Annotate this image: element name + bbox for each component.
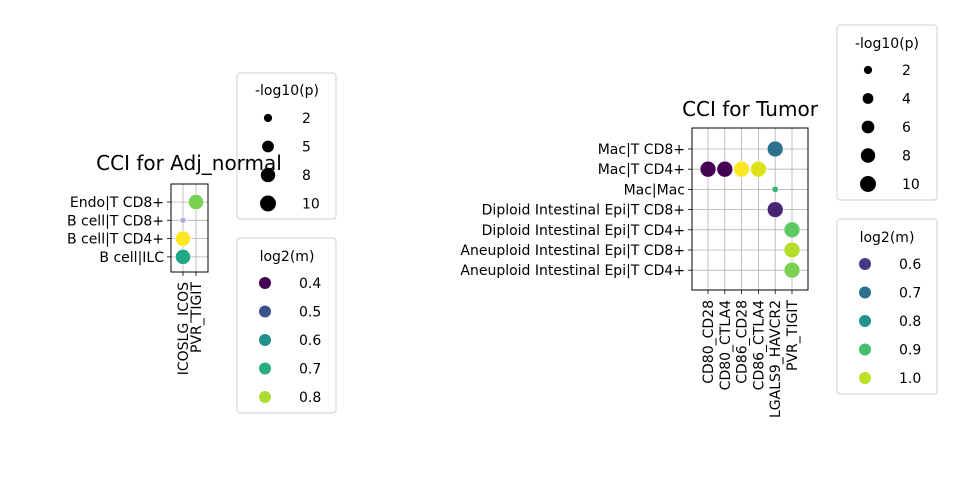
tumor-point-lgals9-havcr2-mac-t-cd8 [766, 140, 784, 158]
tumor-ytick-label-diploid-intestinal-epi-t-cd8: Diploid Intestinal Epi|T CD8+ [482, 203, 685, 219]
tumor-color-legend-label-0-7: 0.7 [899, 286, 921, 302]
adj-normal-ytick-label-endo-t-cd8: Endo|T CD8+ [70, 195, 164, 211]
adj-normal-point-icoslg-icos-b-cell-t-cd4 [175, 230, 191, 247]
tumor-ytick-label-diploid-intestinal-epi-t-cd4: Diploid Intestinal Epi|T CD4+ [482, 223, 685, 239]
adj-normal-xtick-label-pvr-tigit: PVR_TIGIT [189, 282, 205, 353]
adj-normal-title: CCI for Adj_normal [96, 151, 282, 175]
tumor-ytick-label-mac-t-cd8: Mac|T CD8+ [598, 142, 685, 158]
tumor-xtick-label-cd86-cd28: CD86_CD28 [735, 300, 751, 384]
tumor-point-cd80-cd28-mac-t-cd4 [699, 160, 717, 178]
tumor-size-legend-title: -log10(p) [855, 36, 919, 52]
adj-normal-size-legend-marker-8 [260, 167, 276, 183]
tumor-xtick-label-lgals9-havcr2: LGALS9_HAVCR2 [768, 300, 784, 418]
tumor-color-legend-marker-0-6 [859, 258, 871, 270]
adj-normal-color-legend-marker-0-5 [259, 305, 271, 318]
adj-normal-size-legend-label-10: 10 [302, 197, 320, 213]
adj-normal-color-legend-title: log2(m) [260, 249, 315, 265]
tumor-xtick-label-cd86-ctla4: CD86_CTLA4 [751, 300, 767, 390]
tumor-size-legend-label-2: 2 [902, 63, 911, 79]
adj-normal-size-legend-title: -log10(p) [255, 83, 319, 99]
tumor-color-legend-marker-0-8 [859, 315, 871, 327]
tumor-xtick-label-cd80-ctla4: CD80_CTLA4 [718, 300, 734, 390]
adj-normal-color-legend-label-0-4: 0.4 [299, 276, 321, 292]
tumor-color-legend-label-0-6: 0.6 [899, 257, 921, 273]
adj-normal-ytick-label-b-cell-ilc: B cell|ILC [99, 250, 164, 266]
adj-normal-color-legend-label-0-8: 0.8 [299, 390, 321, 406]
adj-normal-points [175, 194, 204, 265]
adj-normal-color-legend-marker-0-6 [259, 334, 271, 346]
tumor-title: CCI for Tumor [682, 97, 819, 121]
tumor-ytick-label-aneuploid-intestinal-epi-t-cd4: Aneuploid Intestinal Epi|T CD4+ [460, 263, 685, 279]
legends: -log10(p) 2 5 8 10 log2(m) 0.4 0.5 0.6 0.7 0.8 -log… [255, 36, 921, 406]
adj-normal-ytick-label-b-cell-t-cd8: B cell|T CD8+ [67, 213, 164, 229]
adj-normal-color-legend-marker-0-8 [259, 391, 271, 403]
adj-normal-color-legend-label-0-7: 0.7 [299, 362, 321, 378]
tumor-size-legend-label-6: 6 [902, 120, 911, 136]
tumor-color-legend-label-0-8: 0.8 [899, 314, 921, 330]
adj-normal-color-legend-label-0-5: 0.5 [299, 305, 321, 321]
tumor-xtick-label-cd80-cd28: CD80_CD28 [701, 300, 717, 384]
adj-normal-color-legend-label-0-6: 0.6 [299, 333, 321, 349]
tumor-gridlines [692, 128, 808, 290]
tumor-point-pvr-tigit-aneuploid-intestinal-epi-t-cd8 [783, 241, 801, 259]
adj-normal-ytick-label-b-cell-t-cd4: B cell|T CD4+ [67, 232, 164, 248]
adj-normal-y-ticks: Endo|T CD8+ B cell|T CD8+ B cell|T CD4+ B c… [67, 195, 171, 266]
tumor-size-legend-marker-8 [860, 148, 876, 163]
tumor-plot-frame [691, 127, 809, 291]
adj-normal-plot-frame [170, 183, 209, 273]
tumor-size-legend-label-10: 10 [902, 177, 920, 193]
tumor-ytick-label-aneuploid-intestinal-epi-t-cd8: Aneuploid Intestinal Epi|T CD8+ [460, 243, 685, 259]
adj-normal-size-legend-label-8: 8 [302, 168, 311, 184]
adj-normal-color-legend-marker-0-7 [259, 362, 271, 375]
tumor-point-cd86-cd28-mac-t-cd4 [733, 160, 750, 178]
tumor-ytick-label-mac-t-cd4: Mac|T CD4+ [598, 162, 685, 178]
tumor-size-legend-marker-6 [861, 120, 875, 134]
adj-normal-point-icoslg-icos-b-cell-ilc [175, 248, 191, 265]
tumor-size-legend-marker-10 [860, 176, 876, 192]
tumor-xtick-label-pvr-tigit: PVR_TIGIT [785, 300, 801, 371]
adj-normal-size-legend-frame [236, 72, 337, 220]
tumor-size-legend-label-8: 8 [902, 149, 911, 165]
tumor-color-legend-marker-1-0 [859, 372, 871, 384]
adj-normal-point-pvr-tigit-endo-t-cd8 [188, 194, 204, 210]
adj-normal-point-icoslg-icos-b-cell-t-cd8 [179, 217, 187, 224]
tumor-x-ticks: CD80_CD28 CD80_CTLA4 CD86_CD28 CD86_CTLA4 LG… [701, 290, 801, 418]
tumor-point-cd80-ctla4-mac-t-cd4 [716, 160, 734, 178]
tumor-color-legend-marker-0-7 [859, 286, 871, 299]
adj-normal-size-legend-label-5: 5 [302, 140, 311, 156]
tumor-point-lgals9-havcr2-diploid-intestinal-epi-t-cd8 [766, 201, 784, 218]
tumor-point-pvr-tigit-aneuploid-intestinal-epi-t-cd4 [783, 261, 801, 279]
tumor-y-ticks: Mac|T CD8+ Mac|T CD4+ Mac|Mac Diploid Intes… [460, 142, 692, 279]
adj-normal-color-legend-marker-0-4 [259, 277, 271, 289]
adj-normal-panel: Endo|T CD8+ B cell|T CD8+ B cell|T CD4+ B c… [67, 183, 209, 375]
tumor-points [699, 140, 801, 279]
tumor-color-legend-label-0-9: 0.9 [899, 343, 921, 359]
tumor-point-cd86-ctla4-mac-t-cd4 [750, 160, 767, 178]
tumor-ytick-label-mac-mac: Mac|Mac [624, 182, 685, 198]
adj-normal-size-legend-label-2: 2 [302, 111, 311, 127]
adj-normal-size-legend-marker-5 [262, 140, 274, 153]
adj-normal-size-legend-marker-10 [260, 195, 276, 212]
tumor-color-legend-marker-0-9 [859, 343, 871, 356]
tumor-size-legend-marker-4 [862, 93, 874, 104]
tumor-point-pvr-tigit-diploid-intestinal-epi-t-cd4 [783, 221, 801, 239]
tumor-point-lgals9-havcr2-mac-mac [771, 185, 779, 193]
adj-normal-xtick-label-icoslg-icos: ICOSLG_ICOS [176, 282, 192, 375]
tumor-color-legend-title: log2(m) [860, 230, 915, 246]
tumor-size-legend-marker-2 [863, 65, 873, 75]
tumor-size-legend-label-4: 4 [902, 92, 911, 108]
adj-normal-size-legend-marker-2 [263, 113, 273, 123]
tumor-panel: Mac|T CD8+ Mac|T CD4+ Mac|Mac Diploid Intes… [460, 127, 809, 418]
tumor-color-legend-label-1-0: 1.0 [899, 371, 921, 387]
